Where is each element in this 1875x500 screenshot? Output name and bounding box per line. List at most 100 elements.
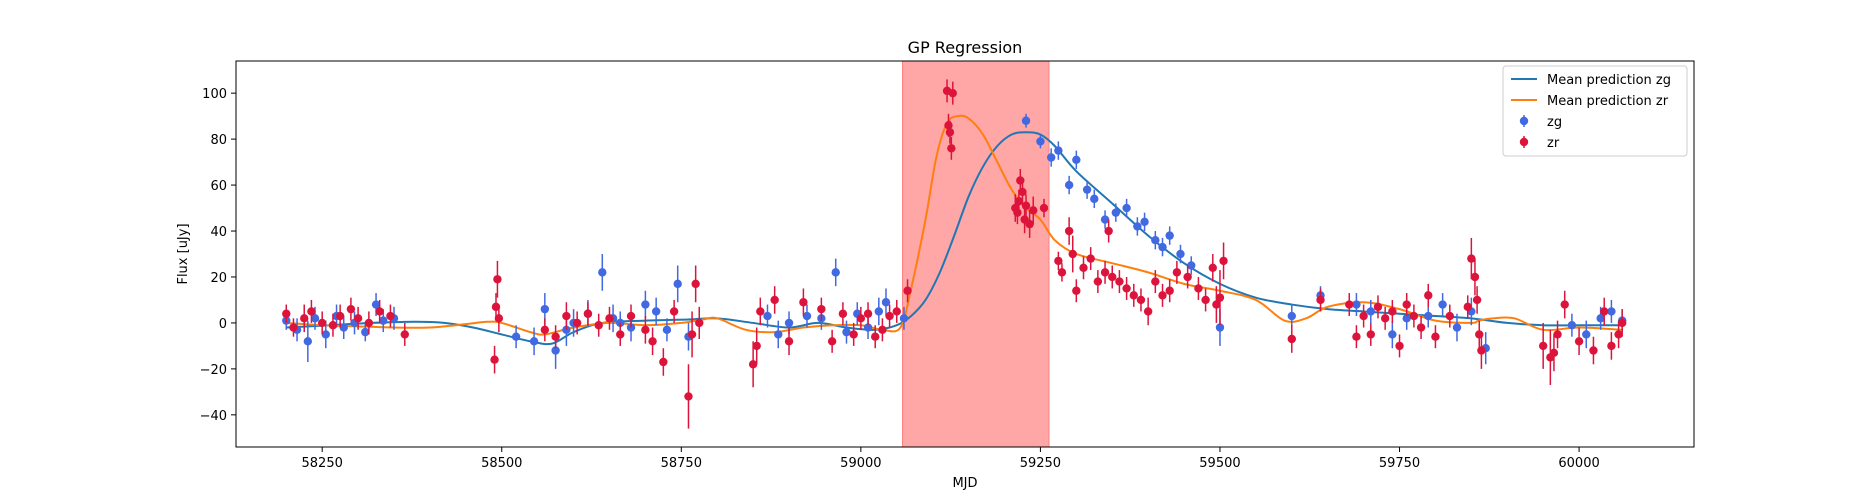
data-point-zg [1054, 146, 1063, 155]
legend-swatch-zr [1519, 137, 1529, 147]
data-point-zr [1183, 272, 1192, 282]
data-point-zg [842, 327, 851, 337]
y-axis-label: Flux [uJy] [176, 223, 191, 284]
data-point-zr [1388, 307, 1397, 316]
data-point-zg [1352, 300, 1361, 309]
data-point-zg [371, 300, 381, 309]
data-point-zr [756, 307, 765, 316]
data-point-zr [1158, 291, 1167, 300]
data-point-zr [1029, 206, 1038, 215]
legend-swatch-zg [1519, 116, 1529, 126]
series-line-zg [286, 131, 1623, 346]
data-point-zg [774, 330, 783, 339]
data-point-zr [335, 311, 345, 321]
data-point-zr [1287, 334, 1296, 344]
data-point-zr [1607, 341, 1616, 351]
data-point-zr [328, 321, 338, 330]
x-tick-label: 58750 [661, 456, 702, 471]
data-point-zr [1345, 300, 1354, 309]
data-point-zr [1373, 302, 1383, 312]
data-point-zg [1158, 242, 1167, 252]
data-point-zr [1215, 293, 1225, 302]
y-tick-label: −20 [200, 363, 227, 378]
data-point-zg [551, 346, 560, 355]
x-tick-label: 58500 [481, 456, 522, 471]
data-point-zr [659, 357, 668, 367]
data-point-zr [1172, 268, 1182, 277]
data-point-zg [1064, 180, 1074, 190]
data-point-zr [1470, 272, 1480, 282]
data-point-zr [691, 279, 700, 289]
x-tick-label: 59500 [1199, 456, 1240, 471]
data-point-zr [1129, 291, 1138, 300]
data-point-zr [1445, 311, 1455, 321]
data-point-zr [669, 307, 679, 316]
data-point-zr [1143, 307, 1153, 316]
data-point-zg [662, 325, 672, 335]
data-point-zg [303, 337, 313, 346]
data-point-zg [540, 304, 550, 314]
data-point-zg [802, 311, 812, 321]
data-point-zr [1416, 323, 1426, 332]
data-point-zr [770, 295, 779, 305]
data-point-zg [1287, 311, 1296, 321]
data-point-zr [282, 309, 291, 318]
data-point-zg [379, 316, 388, 325]
data-point-zg [1036, 137, 1045, 146]
data-point-zr [863, 309, 873, 318]
data-point-zg [1424, 311, 1433, 321]
axes-frame [235, 60, 1695, 448]
data-point-zr [1380, 314, 1390, 323]
data-point-zr [944, 121, 953, 130]
data-point-zr [1194, 284, 1203, 293]
data-point-zr [1100, 268, 1110, 277]
x-tick-label: 58250 [302, 456, 343, 471]
data-point-zg [1438, 300, 1447, 309]
data-point-zg [1072, 155, 1081, 164]
data-point-zr [856, 314, 866, 323]
legend-box [1502, 65, 1688, 157]
data-point-zr [1219, 256, 1228, 266]
data-point-zr [1068, 249, 1077, 259]
data-point-zr [1086, 254, 1095, 263]
data-point-zr [1549, 348, 1559, 357]
x-tick-label: 59250 [1020, 456, 1061, 471]
data-point-zr [1614, 330, 1623, 339]
y-tick-label: 40 [210, 225, 227, 240]
data-point-zr [838, 309, 848, 318]
data-point-zr [1201, 295, 1210, 305]
data-point-zr [1617, 318, 1627, 328]
data-point-zr [1589, 346, 1598, 355]
data-point-zg [1388, 330, 1397, 339]
legend-items: Mean prediction zg Mean prediction zr zg zr [1511, 73, 1671, 151]
data-point-zr [878, 325, 887, 335]
data-point-zr [1014, 196, 1024, 206]
data-point-zr [1072, 286, 1081, 295]
data-point-zr [1104, 226, 1113, 236]
data-point-zr [752, 341, 761, 351]
data-point-zg [310, 314, 320, 323]
data-point-zg [1452, 323, 1462, 332]
data-point-zr [1475, 330, 1484, 339]
x-axis-ticks: 58250 58500 58750 59000 59250 59500 59750 60000 [302, 447, 1600, 471]
x-tick-label: 59750 [1379, 456, 1420, 471]
data-point-zr [1467, 254, 1476, 263]
data-point-zr [386, 311, 395, 321]
y-tick-label: 80 [210, 133, 227, 148]
data-point-zg [1187, 261, 1196, 270]
data-point-zg [529, 337, 539, 346]
data-point-zg [598, 268, 607, 277]
data-point-zg [1140, 217, 1149, 227]
data-point-zr [1477, 346, 1486, 355]
data-point-zr [695, 318, 704, 328]
data-point-zr [1359, 311, 1368, 321]
data-point-zr [1212, 300, 1221, 309]
data-point-zr [1208, 263, 1217, 272]
data-point-zr [583, 309, 593, 318]
data-point-zr [1054, 256, 1063, 266]
data-point-zg [339, 323, 348, 332]
data-point-zg [874, 307, 884, 316]
data-point-zg [863, 323, 873, 332]
data-point-zr [493, 275, 502, 284]
